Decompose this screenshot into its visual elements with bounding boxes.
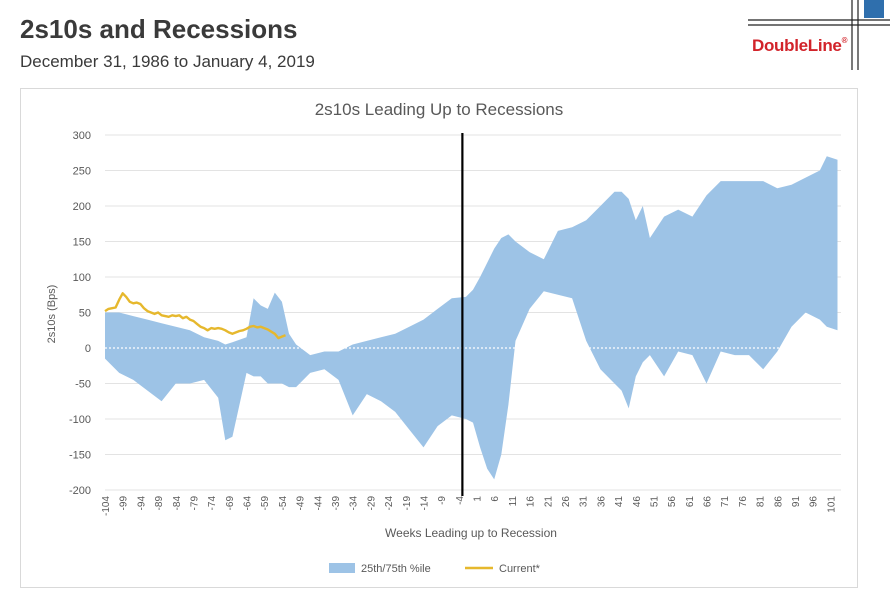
x-tick-label: 86 (773, 496, 784, 508)
chart-svg: 2s10s Leading Up to Recessions -200-150-… (46, 100, 841, 575)
x-tick-label: -84 (172, 496, 183, 511)
x-tick-label: -79 (190, 496, 201, 511)
chart-title: 2s10s Leading Up to Recessions (315, 100, 564, 119)
x-tick-label: 96 (809, 496, 820, 508)
x-tick-label: -49 (296, 496, 307, 511)
y-tick-label: -200 (69, 485, 91, 497)
logo-frame-icon (748, 0, 890, 70)
chart-panel: 2s10s Leading Up to Recessions -200 -150-… (20, 88, 858, 588)
x-tick-label: -99 (119, 496, 130, 511)
legend-line-label: Current* (499, 563, 541, 575)
y-tick-label: -150 (69, 450, 91, 462)
y-tick-label: -50 (75, 379, 91, 391)
chart-title-main: 2s10s and Recessions (20, 14, 298, 44)
x-tick-label: 36 (596, 496, 607, 508)
x-tick-label: 1 (473, 496, 484, 502)
doubleline-logo: DoubleLine® (740, 0, 890, 80)
x-tick-label: -34 (349, 496, 360, 511)
x-tick-label: -44 (313, 496, 324, 511)
y-axis-ticks: -200 -150 -100 -50 0 50 100 150 200 250 300 (69, 130, 91, 497)
x-tick-label: 51 (650, 496, 661, 508)
x-tick-label: -64 (243, 496, 254, 511)
x-tick-label: 26 (561, 496, 572, 508)
y-tick-label: 0 (85, 343, 91, 355)
x-tick-label: 61 (685, 496, 696, 508)
band-layer (105, 156, 838, 480)
logo-text: DoubleLine (752, 36, 842, 55)
legend-band-swatch (329, 563, 355, 573)
x-tick-label: -104 (101, 496, 112, 516)
x-tick-label: 56 (667, 496, 678, 508)
x-axis-ticks: -104 -99 -94 -89 -84 -79 -74 -69 -64 -59 -54 -49 -44… (101, 496, 837, 516)
logo-registered-mark: ® (841, 36, 848, 45)
x-tick-label: -29 (366, 496, 377, 511)
x-tick-label: -89 (154, 496, 165, 511)
x-tick-label: 76 (738, 496, 749, 508)
x-axis-label: Weeks Leading up to Recession (385, 526, 557, 540)
x-tick-label: 81 (756, 496, 767, 508)
x-tick-label: 46 (632, 496, 643, 508)
y-tick-label: 300 (73, 130, 91, 142)
legend: 25th/75th %ile Current* (329, 563, 541, 575)
percentile-band (105, 156, 838, 480)
y-tick-label: 100 (73, 272, 91, 284)
x-tick-label: -4 (455, 496, 466, 505)
x-tick-label: 91 (791, 496, 802, 508)
x-tick-label: -14 (420, 496, 431, 511)
x-tick-label: -74 (207, 496, 218, 511)
legend-band-label: 25th/75th %ile (361, 563, 431, 575)
x-tick-label: -19 (402, 496, 413, 511)
x-tick-label: 21 (543, 496, 554, 508)
x-tick-label: -69 (225, 496, 236, 511)
x-tick-label: 66 (703, 496, 714, 508)
y-tick-label: 50 (79, 308, 91, 320)
x-tick-label: 41 (614, 496, 625, 508)
x-tick-label: -9 (437, 496, 448, 505)
x-tick-label: -24 (384, 496, 395, 511)
y-tick-label: 150 (73, 237, 91, 249)
y-axis-label: 2s10s (Bps) (46, 285, 58, 344)
y-tick-label: -100 (69, 414, 91, 426)
x-tick-label: -54 (278, 496, 289, 511)
y-tick-label: 200 (73, 201, 91, 213)
x-tick-label: -59 (260, 496, 271, 511)
current-line (104, 292, 286, 340)
x-tick-label: 31 (579, 496, 590, 508)
x-tick-label: -94 (136, 496, 147, 511)
x-tick-label: 71 (720, 496, 731, 508)
chart-subtitle: December 31, 1986 to January 4, 2019 (20, 52, 315, 71)
x-tick-label: -39 (331, 496, 342, 511)
current-line-layer (104, 292, 286, 340)
x-tick-label: 11 (508, 496, 519, 507)
x-tick-label: 16 (526, 496, 537, 508)
x-tick-label: 101 (826, 496, 837, 513)
x-tick-label: 6 (490, 496, 501, 502)
y-tick-label: 250 (73, 166, 91, 178)
